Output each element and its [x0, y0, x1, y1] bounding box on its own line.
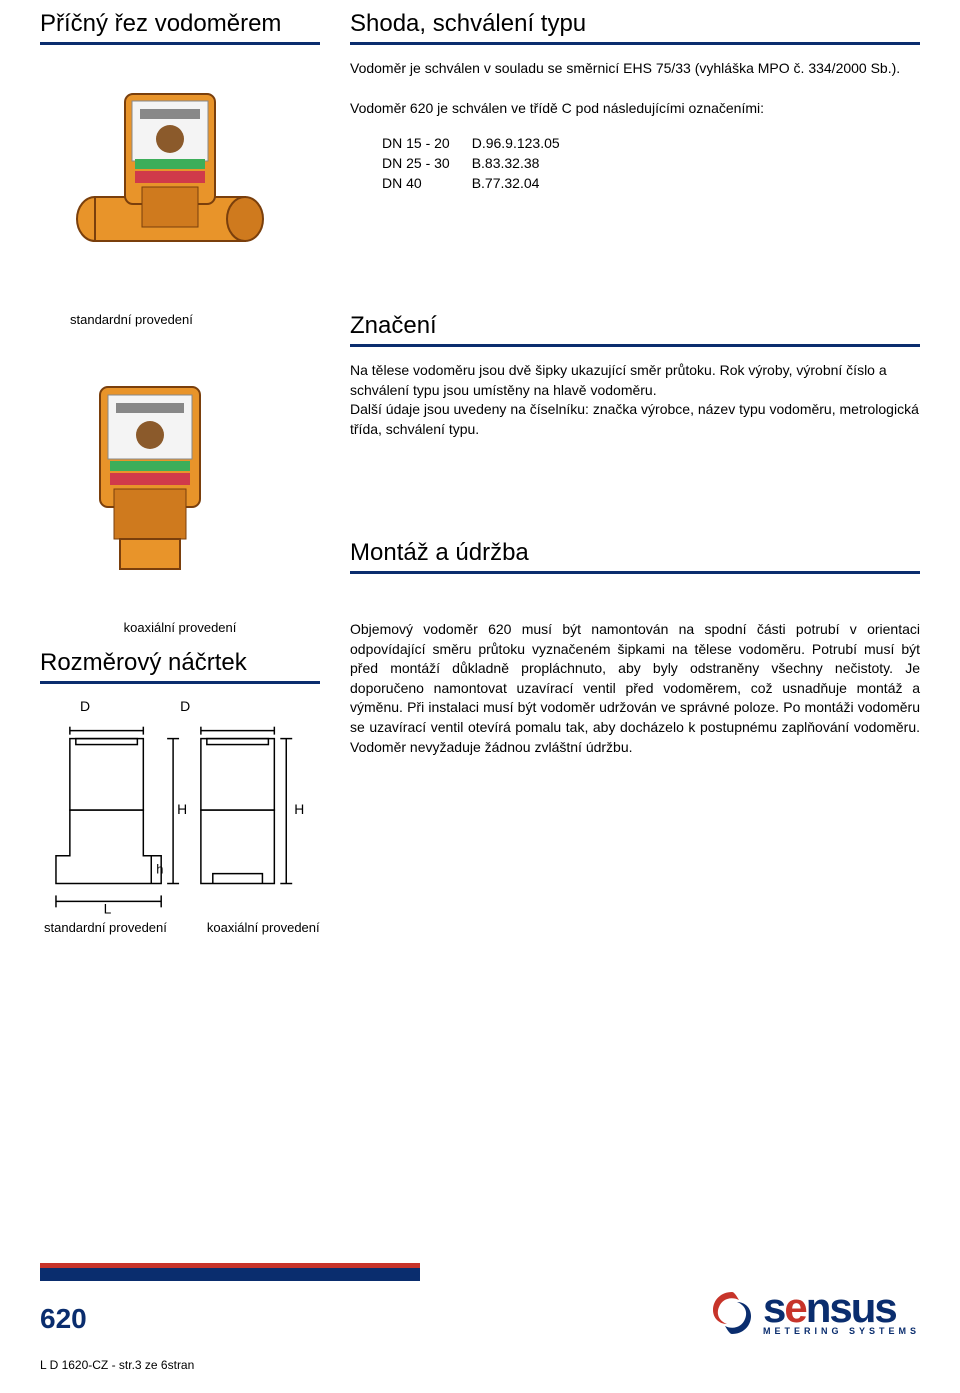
approvals-table: DN 15 - 20D.96.9.123.05 DN 25 - 30B.83.3… — [380, 132, 582, 194]
title-rule — [350, 571, 920, 574]
install-p1: Objemový vodoměr 620 musí být namontován… — [350, 620, 920, 757]
table-row: DN 15 - 20D.96.9.123.05 — [382, 134, 580, 152]
sketch-top-labels: D D — [80, 698, 320, 714]
caption-coax: koaxiální provedení — [40, 620, 320, 635]
sketch-caption-left: standardní provedení — [44, 920, 167, 935]
approval-p1: Vodoměr je schválen v souladu se směrnic… — [350, 59, 920, 79]
title-rule — [40, 681, 320, 684]
dimensional-sketch: H H h L — [52, 724, 320, 914]
sketch-caption-right: koaxiální provedení — [207, 920, 320, 935]
svg-text:H: H — [177, 801, 187, 817]
left-title-sketch: Rozměrový náčrtek — [40, 649, 320, 677]
svg-text:H: H — [294, 801, 304, 817]
section-title-approval: Shoda, schválení typu — [350, 10, 920, 38]
section-title-install: Montáž a údržba — [350, 539, 920, 567]
footer-docref: L D 1620-CZ - str.3 ze 6stran — [40, 1358, 194, 1372]
logo-subtitle: METERING SYSTEMS — [763, 1326, 920, 1336]
table-row: DN 40B.77.32.04 — [382, 174, 580, 192]
sketch-captions: standardní provedení koaxiální provedení — [44, 920, 320, 935]
logo-wordmark: sensus — [763, 1290, 896, 1326]
title-rule — [40, 42, 320, 45]
left-title-cross-section: Příčný řez vodoměrem — [40, 10, 320, 38]
sensus-logo: sensus METERING SYSTEMS — [707, 1288, 920, 1338]
title-rule — [350, 344, 920, 347]
dim-label-d: D — [180, 698, 190, 714]
approval-p2: Vodoměr 620 je schválen ve třídě C pod n… — [350, 99, 920, 119]
marking-p1: Na tělese vodoměru jsou dvě šipky ukazuj… — [350, 361, 920, 400]
svg-text:h: h — [156, 862, 163, 877]
table-row: DN 25 - 30B.83.32.38 — [382, 154, 580, 172]
footer-model-number: 620 — [40, 1303, 87, 1335]
svg-text:L: L — [104, 900, 112, 914]
section-title-marking: Značení — [350, 312, 920, 340]
meter-cross-section-coaxial — [70, 377, 320, 580]
footer-bars — [40, 1263, 420, 1281]
dim-label-d: D — [80, 698, 90, 714]
marking-p2: Další údaje jsou uvedeny na číselníku: z… — [350, 400, 920, 439]
caption-standard: standardní provedení — [70, 312, 320, 327]
title-rule — [350, 42, 920, 45]
meter-cross-section-standard — [70, 59, 320, 262]
logo-swirl-icon — [707, 1288, 757, 1338]
page-footer: 620 L D 1620-CZ - str.3 ze 6stran sensus… — [0, 1263, 960, 1393]
